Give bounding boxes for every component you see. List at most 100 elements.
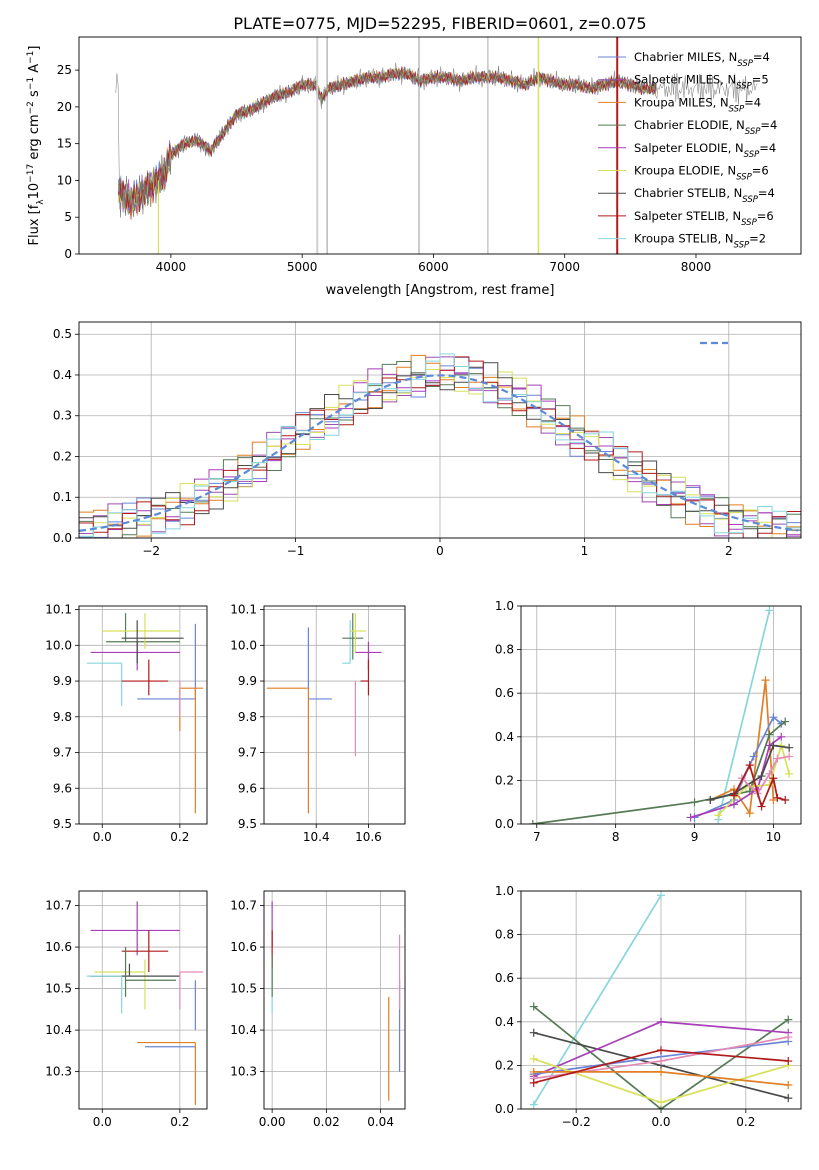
y-axis-label-part: s [27,90,42,101]
weight-marker [529,1100,538,1109]
legend-label-part: =4 [758,186,775,200]
legend-label-part: =4 [759,141,776,155]
age-vs-mass-axes: 10.4 10.6 9.5 9.6 9.7 9.8 9.9 10.0 10.1 [230,603,406,844]
x-tick-label: −0.2 [562,1115,591,1129]
weight-vs-age-plot-area [528,606,794,824]
y-tick-label: 1.0 [495,884,514,898]
axes-frame [78,321,802,539]
mass-vs-ebv-plot-area [271,901,401,1101]
y-tick-label: 9.6 [53,781,72,795]
weight-marker [784,1033,793,1042]
y-tick-label: 5 [64,210,72,224]
weight-marker [657,1046,665,1055]
weight-marker [769,796,778,805]
y-tick-label: 20 [57,100,72,114]
x-tick-label: 5000 [287,260,318,274]
y-tick-label: 9.9 [53,674,72,688]
y-axis-label-part: 10 [27,183,42,200]
weight-marker [706,796,715,805]
weight-marker [690,798,699,807]
weight-marker [749,752,758,761]
y-tick-label: 10.4 [45,1023,72,1037]
y-tick-label: 0 [64,247,72,261]
residuals-plot-area [79,353,801,538]
x-tick-label: −2 [142,544,160,558]
legend-label: Kroupa MILES, NSSP=4 [634,95,761,114]
weight-marker [769,741,778,750]
legend-label-part: Salpeter MILES, N [634,73,736,87]
weight-marker [773,754,782,763]
y-tick-label: 0.3 [53,409,72,423]
age-vs-z-plot-area [86,613,204,814]
x-tick-label: 6000 [418,260,449,274]
weight-vs-z-axes: −0.2 0.0 0.2 0.0 0.2 0.4 0.6 0.8 1.0 [495,884,802,1129]
weight-marker [529,1028,538,1037]
legend-label-sub: SSP [729,104,745,114]
legend-label: Salpeter ELODIE, NSSP=4 [634,141,776,160]
y-tick-label: 9.8 [238,710,257,724]
weight-marker [765,606,774,615]
histogram-series [79,369,801,538]
weight-marker [729,800,738,809]
weight-marker [529,1054,538,1063]
weight-marker [745,809,754,818]
x-tick-label: 0.04 [367,1115,394,1129]
y-tick-label: 9.8 [53,710,72,724]
legend-label-part: =4 [760,118,777,132]
legend-label-part: =4 [744,95,761,109]
mass-vs-ebv-axes: 0.00 0.02 0.04 10.3 10.4 10.5 10.6 10.7 [230,890,406,1129]
histogram-series [79,353,801,538]
age-vs-mass-plot-area [266,613,382,814]
weight-marker [784,1094,793,1103]
weight-marker [765,769,774,778]
axes-frame [520,890,802,1110]
observed-spectrum [115,62,758,218]
weight-marker [686,813,695,822]
weight-marker [785,743,794,752]
legend-label-part: Chabrier STELIB, N [634,186,742,200]
mass-vs-z-plot-area [86,901,204,1105]
x-tick-label: 4000 [156,260,187,274]
y-axis-label-part: erg cm [27,114,42,163]
y-axis-label-part: λ [36,199,46,205]
x-tick-label: 7000 [549,260,580,274]
y-axis-label-part: −17 [26,164,36,183]
y-tick-label: 10.0 [230,638,257,652]
legend-label-part: Chabrier ELODIE, N [634,118,745,132]
gaussian-curve [79,374,799,532]
legend-label-part: Salpeter ELODIE, N [634,141,744,155]
weight-marker [785,769,794,778]
legend-label-sub: SSP [734,241,750,251]
page-title: PLATE=0775, MJD=52295, FIBERID=0601, z=0… [233,14,646,33]
x-tick-label: 1 [581,544,589,558]
y-tick-label: 0.8 [495,643,514,657]
legend-label-sub: SSP [737,59,753,69]
x-tick-label: 7 [533,830,541,844]
age-vs-z-axes: 0.0 0.2 9.5 9.6 9.7 9.8 9.9 10.0 10.1 [45,603,208,844]
legend-label-part: Salpeter STELIB, N [634,209,741,223]
y-tick-label: 10.6 [45,940,72,954]
y-axis-label: Flux [fλ10−17 erg cm−2 s−1 A−1] [26,46,46,246]
weight-marker [781,717,790,726]
weight-marker [777,732,786,741]
mass-vs-z-axes: 0.0 0.2 10.3 10.4 10.5 10.6 10.7 [45,890,208,1129]
spectrum-axes: 4000 5000 6000 7000 8000 0 5 10 15 20 25 wavelength… [26,36,802,298]
y-tick-label: 10.7 [45,899,72,913]
x-tick-label: 0.02 [313,1115,340,1129]
y-tick-label: 9.7 [238,746,257,760]
y-axis-label-part: A [27,64,42,77]
legend-label-part: =5 [752,73,769,87]
y-axis-label-part: −1 [26,51,36,64]
y-tick-label: 15 [57,137,72,151]
weight-marker [657,1067,665,1076]
y-tick-label: 10.6 [230,940,257,954]
x-tick-label: 0.00 [259,1115,286,1129]
x-tick-label: 0.2 [736,1115,755,1129]
legend-label-part: =2 [749,232,766,246]
weight-marker [761,676,770,685]
histogram-series [79,356,801,538]
weight-marker [785,752,794,761]
weight-series [717,610,771,820]
x-tick-label: 2 [725,544,733,558]
weight-marker [769,713,778,722]
